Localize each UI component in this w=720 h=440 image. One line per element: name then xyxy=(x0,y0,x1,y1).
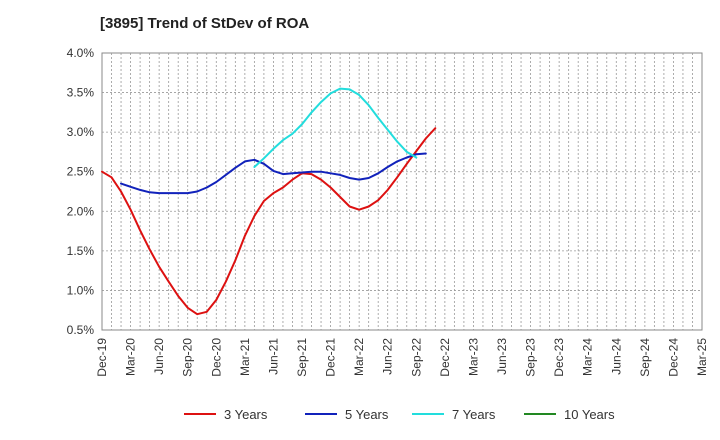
x-tick-label: Dec-20 xyxy=(209,338,223,377)
chart-title: [3895] Trend of StDev of ROA xyxy=(100,15,309,32)
y-tick-label: 2.0% xyxy=(67,204,95,218)
x-tick-label: Jun-21 xyxy=(266,338,280,375)
x-tick-label: Mar-23 xyxy=(466,338,480,376)
x-tick-label: Dec-19 xyxy=(95,338,109,377)
x-tick-label: Sep-20 xyxy=(181,338,195,377)
x-tick-label: Jun-22 xyxy=(381,338,395,375)
series-line-3-years xyxy=(101,127,437,316)
plot-frame xyxy=(101,52,703,331)
x-tick-label: Jun-20 xyxy=(152,338,166,375)
y-tick-label: 2.5% xyxy=(67,165,95,179)
series-line-5-years xyxy=(120,152,427,195)
x-tick-label: Sep-22 xyxy=(409,338,423,377)
x-tick-label: Dec-24 xyxy=(666,338,680,377)
x-tick-label: Dec-21 xyxy=(324,338,338,377)
x-axis: Dec-19 Mar-20 Jun-20 Sep-20 Dec-20 Mar-21 Jun-… xyxy=(95,338,709,377)
legend-label-7-years: 7 Years xyxy=(452,407,496,422)
legend: 3 Years 5 Years 7 Years 10 Years xyxy=(184,407,615,422)
x-tick-label: Sep-24 xyxy=(638,338,652,377)
x-tick-label: Dec-23 xyxy=(552,338,566,377)
y-tick-label: 3.5% xyxy=(67,86,95,100)
series-line-7-years xyxy=(253,87,418,168)
y-tick-label: 1.5% xyxy=(67,244,95,258)
y-tick-label: 1.0% xyxy=(67,283,95,297)
x-tick-label: Mar-25 xyxy=(695,338,709,376)
y-axis: 4.0% 3.5% 3.0% 2.5% 2.0% 1.5% 1.0% 0.5% xyxy=(67,46,95,337)
x-tick-label: Jun-24 xyxy=(609,338,623,375)
legend-label-10-years: 10 Years xyxy=(564,407,615,422)
y-tick-label: 0.5% xyxy=(67,323,95,337)
x-tick-label: Sep-23 xyxy=(524,338,538,377)
x-tick-label: Mar-21 xyxy=(238,338,252,376)
x-tick-label: Jun-23 xyxy=(495,338,509,375)
y-tick-label: 4.0% xyxy=(67,46,95,60)
legend-label-3-years: 3 Years xyxy=(224,407,268,422)
x-tick-label: Mar-20 xyxy=(124,338,138,376)
legend-label-5-years: 5 Years xyxy=(345,407,389,422)
x-tick-label: Sep-21 xyxy=(295,338,309,377)
x-tick-label: Dec-22 xyxy=(438,338,452,377)
x-tick-label: Mar-22 xyxy=(352,338,366,376)
gridlines xyxy=(102,53,702,330)
y-tick-label: 3.0% xyxy=(67,125,95,139)
series-lines xyxy=(101,87,437,316)
x-tick-label: Mar-24 xyxy=(581,338,595,376)
plot-area xyxy=(101,52,703,331)
